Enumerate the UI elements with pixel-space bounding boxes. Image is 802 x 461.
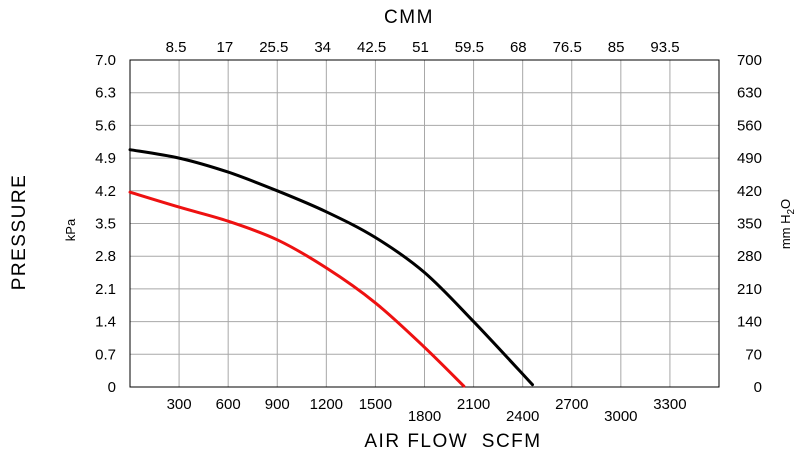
left-tick-label: 4.2 <box>95 183 116 200</box>
left-unit-label: kPa <box>63 218 78 241</box>
bottom-tick-label: 3300 <box>653 396 686 413</box>
right-tick-label: 700 <box>737 52 762 69</box>
right-tick-label: 70 <box>745 346 762 363</box>
right-tick-label: 350 <box>737 216 762 233</box>
left-tick-label: 4.9 <box>95 150 116 167</box>
top-tick-label: 42.5 <box>357 39 386 56</box>
bottom-tick-label: 1200 <box>310 396 343 413</box>
right-tick-label: 630 <box>737 85 762 102</box>
top-tick-label: 17 <box>217 39 234 56</box>
left-tick-label: 1.4 <box>95 314 116 331</box>
top-tick-label: 51 <box>412 39 429 56</box>
bottom-tick-label: 1500 <box>359 396 392 413</box>
bottom-axis-title: AIR FLOW SCFM <box>364 431 541 452</box>
series-line-red <box>128 190 466 388</box>
left-tick-label: 6.3 <box>95 85 116 102</box>
right-tick-label: 210 <box>737 281 762 298</box>
right-tick-label: 490 <box>737 150 762 167</box>
left-tick-label: 3.5 <box>95 216 116 233</box>
left-axis-title: PRESSURE <box>9 174 30 291</box>
bottom-tick-label: 900 <box>265 396 290 413</box>
top-tick-label: 8.5 <box>166 39 187 56</box>
top-axis-title: CMM <box>384 7 434 28</box>
left-tick-label: 5.6 <box>95 117 116 134</box>
tick-labels: 0 0 0.7 70 1.4 140 2.1 210 2.8 280 3.5 350 4.2 420 4.9… <box>95 39 762 425</box>
bottom-tick-label: 1800 <box>408 408 441 425</box>
grid <box>130 60 719 387</box>
right-unit-label: mm H2O <box>778 199 797 249</box>
bottom-tick-label: 2400 <box>506 408 539 425</box>
right-tick-label: 420 <box>737 183 762 200</box>
left-tick-label: 2.8 <box>95 248 116 265</box>
series-layer <box>128 148 534 388</box>
top-tick-label: 68 <box>510 39 527 56</box>
left-tick-label: 0.7 <box>95 346 116 363</box>
right-tick-label: 140 <box>737 314 762 331</box>
right-tick-label: 280 <box>737 248 762 265</box>
top-tick-label: 59.5 <box>455 39 484 56</box>
right-tick-label: 560 <box>737 117 762 134</box>
top-tick-label: 25.5 <box>259 39 288 56</box>
left-tick-label: 7.0 <box>95 52 116 69</box>
left-tick-label: 0 <box>108 379 116 396</box>
top-tick-label: 85 <box>608 39 625 56</box>
series-line-black <box>128 148 534 387</box>
top-tick-label: 93.5 <box>650 39 679 56</box>
top-tick-label: 76.5 <box>553 39 582 56</box>
bottom-tick-label: 2700 <box>555 396 588 413</box>
bottom-tick-label: 2100 <box>457 396 490 413</box>
right-tick-label: 0 <box>754 379 762 396</box>
bottom-tick-label: 300 <box>167 396 192 413</box>
bottom-tick-label: 600 <box>216 396 241 413</box>
bottom-tick-label: 3000 <box>604 408 637 425</box>
left-tick-label: 2.1 <box>95 281 116 298</box>
top-tick-label: 34 <box>314 39 331 56</box>
plot-frame <box>129 59 720 388</box>
